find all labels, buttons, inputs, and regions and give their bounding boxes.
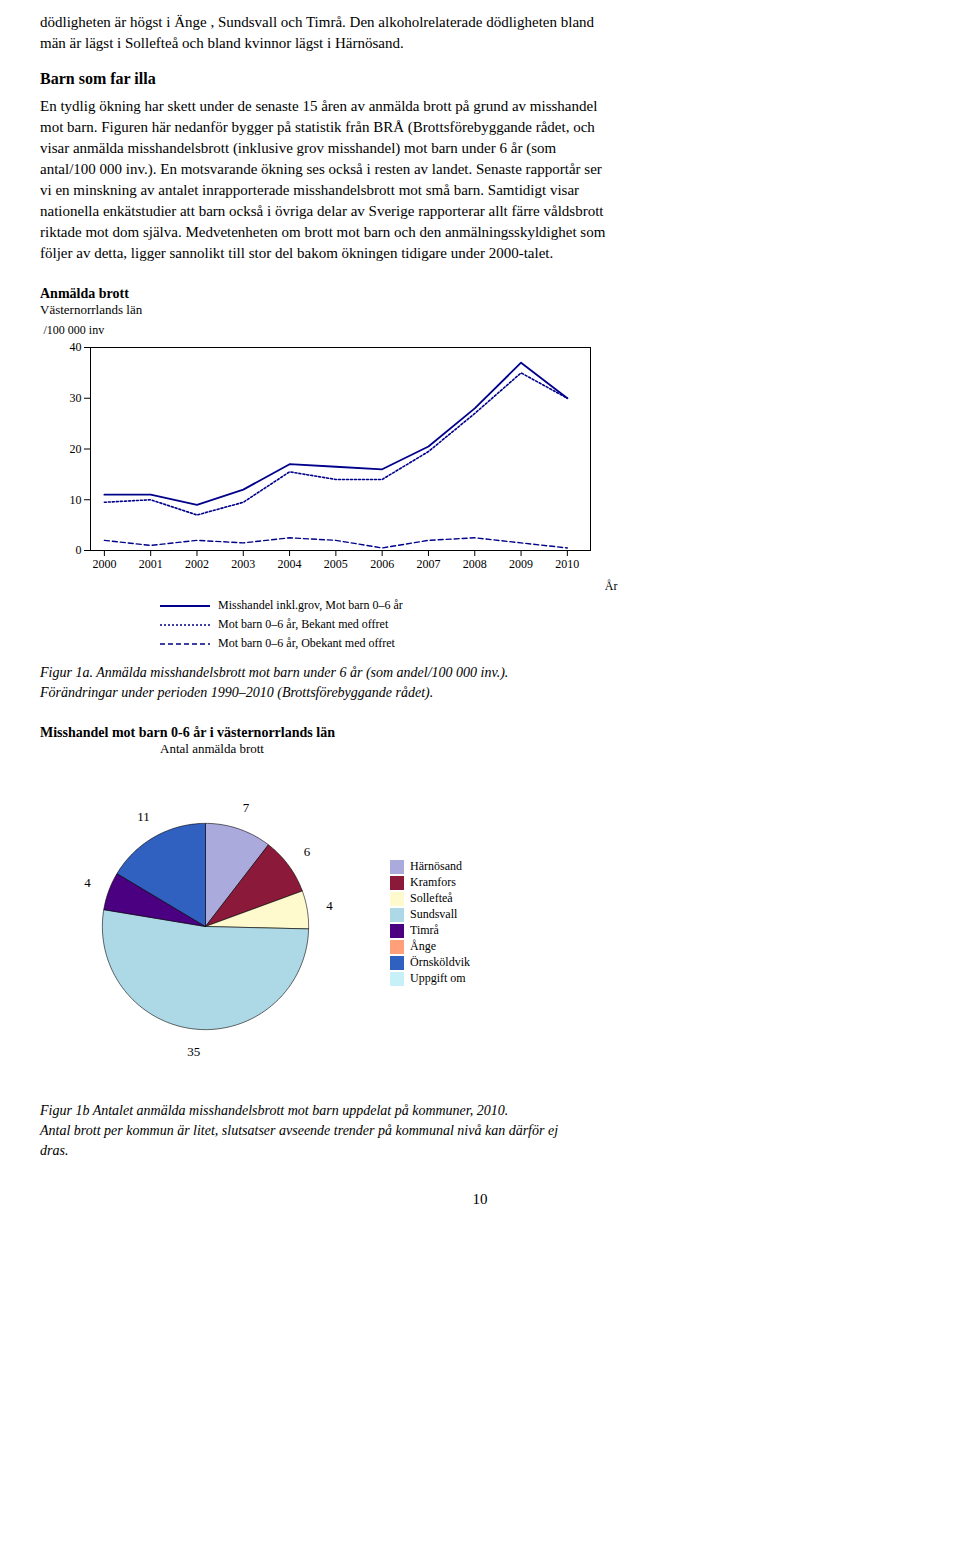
html-text:Västernorrlands län: Västernorrlands län xyxy=(40,302,143,317)
html-text:Figur 1a. Anmälda misshandelsb: Figur 1a. Anmälda misshandelsbrott mot b… xyxy=(40,665,509,680)
svg-text:2009: 2009 xyxy=(509,557,533,571)
svg-text:2000: 2000 xyxy=(92,557,116,571)
svg-text:40: 40 xyxy=(70,340,82,354)
svg-text:2003: 2003 xyxy=(231,557,255,571)
svg-text:30: 30 xyxy=(70,391,82,405)
svg-text:2010: 2010 xyxy=(555,557,579,571)
svg-text:20: 20 xyxy=(70,442,82,456)
html-text:vi en minskning av antalet inr: vi en minskning av antalet inrapporterad… xyxy=(40,182,580,198)
svg-text:4: 4 xyxy=(84,875,91,890)
svg-text:2006: 2006 xyxy=(370,557,394,571)
html-text:mot barn. Figuren här nedanför: mot barn. Figuren här nedanför bygger på… xyxy=(40,119,595,135)
html-text:Mot barn 0–6 år, Bekant med of: Mot barn 0–6 år, Bekant med offret xyxy=(218,617,389,631)
html-text:Sollefteå: Sollefteå xyxy=(410,891,453,905)
html-text:Sundsvall: Sundsvall xyxy=(410,907,458,921)
html-text:Timrå: Timrå xyxy=(410,923,439,937)
svg-text:2005: 2005 xyxy=(324,557,348,571)
html-text:Ånge: Ånge xyxy=(410,939,436,953)
html-text:En tydlig ökning har skett und: En tydlig ökning har skett under de sena… xyxy=(40,98,598,114)
svg-text:2004: 2004 xyxy=(278,557,302,571)
html-text:nationella enkätstudier att ba: nationella enkätstudier att barn också i… xyxy=(40,203,604,219)
html-text:visar anmälda misshandelsbrott: visar anmälda misshandelsbrott (inklusiv… xyxy=(40,140,557,156)
html-text:män är lägst i Sollefteå och b: män är lägst i Sollefteå och bland kvinn… xyxy=(40,35,404,51)
svg-text:7: 7 xyxy=(243,800,250,815)
html-text:Förändringar under perioden 19: Förändringar under perioden 1990–2010 (B… xyxy=(40,685,434,700)
svg-text:11: 11 xyxy=(137,809,150,824)
svg-text:6: 6 xyxy=(304,844,311,859)
html-text:Härnösand: Härnösand xyxy=(410,859,462,873)
svg-text:2007: 2007 xyxy=(416,557,440,571)
html-text:dras.: dras. xyxy=(40,1143,69,1158)
html-text:Uppgift om: Uppgift om xyxy=(410,971,466,985)
html-text:Misshandel mot barn 0-6 år i v: Misshandel mot barn 0-6 år i västernorrl… xyxy=(40,725,335,740)
html-text:följer av detta, ligger sannol: följer av detta, ligger sannolikt till s… xyxy=(40,245,554,261)
svg-text:10: 10 xyxy=(70,493,82,507)
svg-text:År: År xyxy=(605,579,618,593)
html-text:riktade mot dom själva. Medvet: riktade mot dom själva. Medvetenheten om… xyxy=(40,224,606,240)
svg-text:2002: 2002 xyxy=(185,557,209,571)
html-text:Antal anmälda brott: Antal anmälda brott xyxy=(160,741,264,756)
html-text:Anmälda brott: Anmälda brott xyxy=(40,286,129,301)
svg-text:0: 0 xyxy=(76,543,82,557)
html-text:Misshandel inkl.grov, Mot barn: Misshandel inkl.grov, Mot barn 0–6 år xyxy=(218,598,403,612)
svg-text:2008: 2008 xyxy=(463,557,487,571)
html-text:10: 10 xyxy=(472,1191,488,1207)
html-text:Kramfors: Kramfors xyxy=(410,875,456,889)
html-text:Figur 1b Antalet anmälda missh: Figur 1b Antalet anmälda misshandelsbrot… xyxy=(40,1103,509,1118)
html-text:Mot barn 0–6 år, Obekant med o: Mot barn 0–6 år, Obekant med offret xyxy=(218,636,395,650)
html-text:antal/100 000 inv.). En motsva: antal/100 000 inv.). En motsvarande ökni… xyxy=(40,161,602,177)
html-text:Barn som far illa: Barn som far illa xyxy=(40,70,156,87)
svg-text:35: 35 xyxy=(187,1044,200,1059)
svg-text:4: 4 xyxy=(326,898,333,913)
svg-text:2001: 2001 xyxy=(139,557,163,571)
html-text:dödligheten är högst i Änge ,: dödligheten är högst i Änge , Sundsvall … xyxy=(40,14,595,30)
html-text:Örnsköldvik: Örnsköldvik xyxy=(410,955,470,969)
html-text:Antal brott per kommun är lite: Antal brott per kommun är litet, slutsat… xyxy=(40,1123,559,1138)
svg-text:/100 000 inv: /100 000 inv xyxy=(44,323,105,337)
